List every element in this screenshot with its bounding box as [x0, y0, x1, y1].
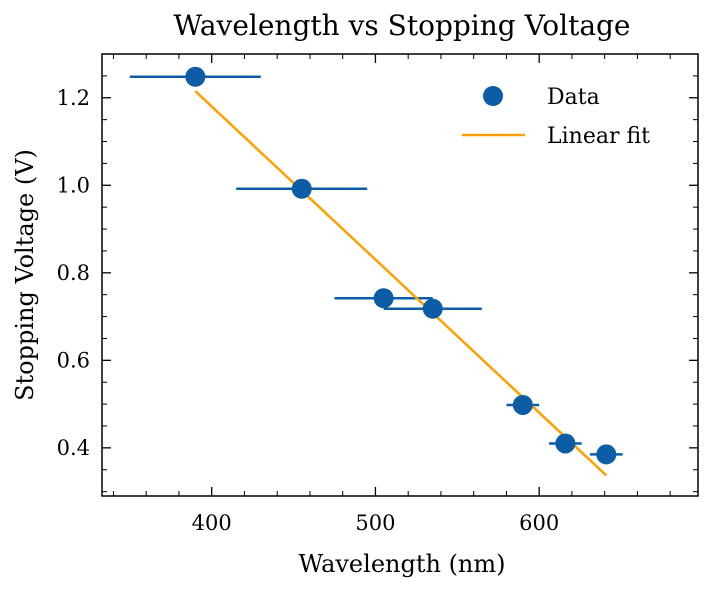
legend-label-data: Data	[547, 85, 600, 110]
chart-title: Wavelength vs Stopping Voltage	[173, 9, 630, 42]
y-axis-label: Stopping Voltage (V)	[11, 149, 39, 401]
data-point	[373, 288, 394, 309]
data-point	[555, 433, 576, 454]
legend-label-fit: Linear fit	[547, 124, 650, 149]
linear-fit-line	[194, 90, 608, 477]
x-tick-label: 400	[192, 511, 232, 535]
x-axis-label: Wavelength (nm)	[298, 550, 505, 578]
data-point	[512, 394, 533, 415]
legend: Data Linear fit	[462, 85, 650, 149]
x-tick-label: 600	[519, 511, 559, 535]
data-point	[422, 298, 443, 319]
y-tick-label: 0.8	[57, 261, 90, 285]
plot-frame	[101, 53, 699, 497]
y-tick-label: 1.0	[57, 173, 90, 197]
plot-layer	[129, 66, 623, 477]
data-point	[291, 178, 312, 199]
x-tick-label: 500	[355, 511, 395, 535]
tick-layer: 400 500 600 0.4 0.6 0.8 1.0 1.2	[57, 53, 698, 535]
data-point	[185, 66, 206, 87]
y-tick-label: 0.4	[57, 436, 90, 460]
y-tick-label: 0.6	[57, 348, 90, 372]
legend-marker-data	[483, 86, 503, 106]
data-point	[596, 444, 617, 465]
y-tick-label: 1.2	[57, 86, 90, 110]
